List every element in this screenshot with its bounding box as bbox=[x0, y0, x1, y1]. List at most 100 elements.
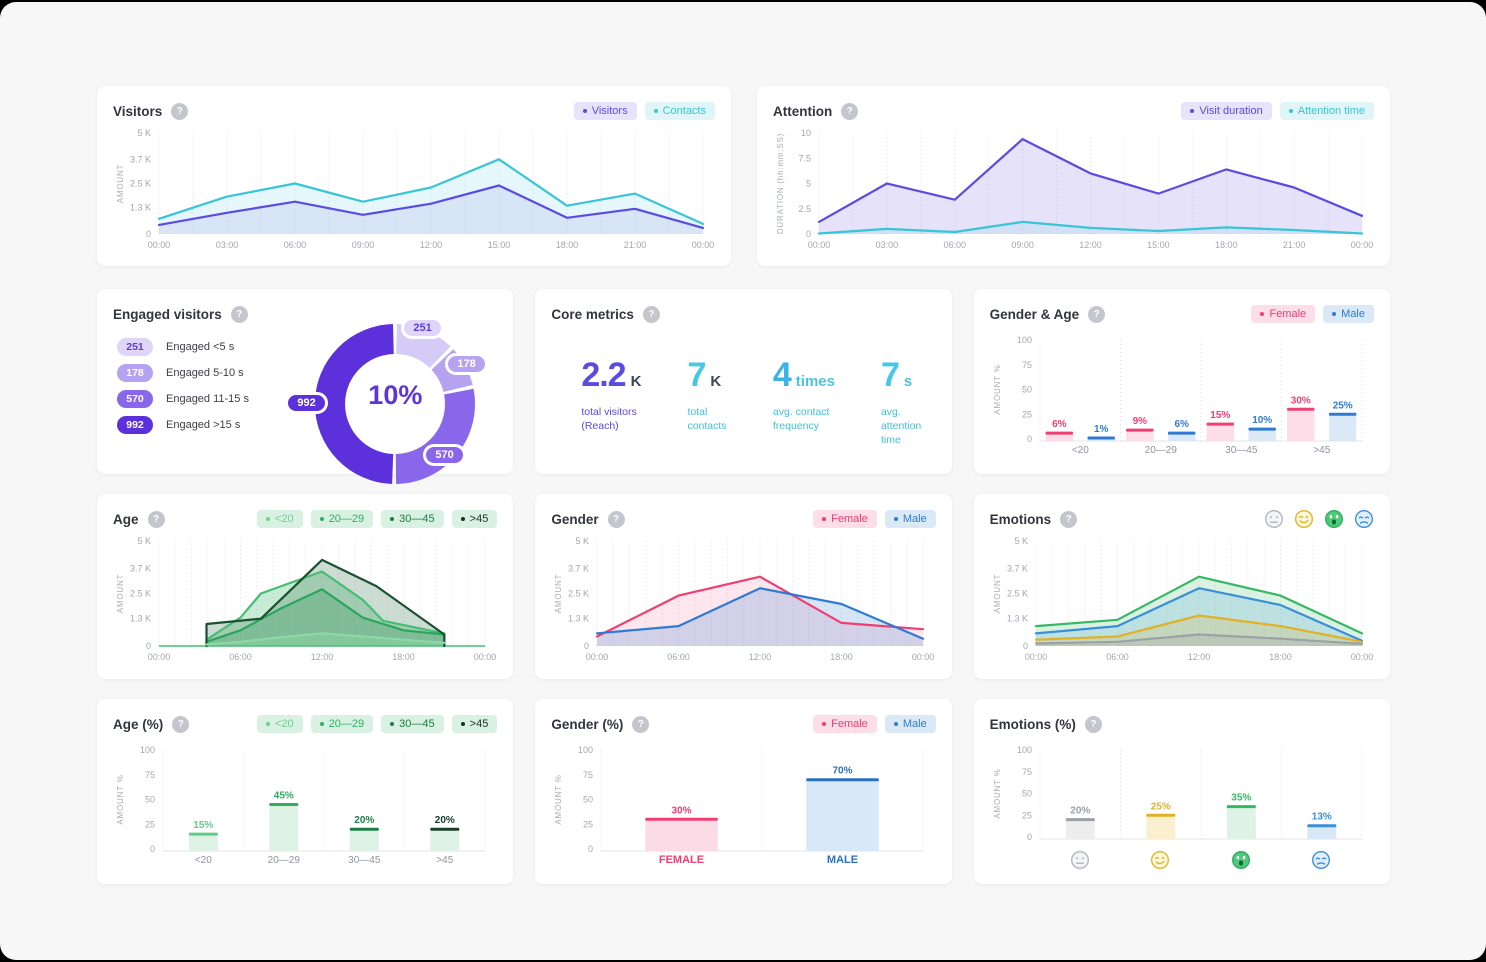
svg-text:2.5 K: 2.5 K bbox=[130, 179, 151, 189]
help-icon[interactable]: ? bbox=[1088, 305, 1106, 323]
visitors-card: Visitors ? Visitors Contacts 0 1.3 K 2.5 K… bbox=[97, 86, 731, 266]
legend-chip-label: Female bbox=[831, 718, 868, 730]
svg-text:70%: 70% bbox=[833, 766, 853, 777]
help-icon[interactable]: ? bbox=[147, 510, 165, 528]
legend-chip-age-20-29[interactable]: 20—29 bbox=[310, 510, 374, 528]
help-icon[interactable]: ? bbox=[230, 305, 248, 323]
legend-dot-icon bbox=[319, 722, 324, 726]
svg-text:5 K: 5 K bbox=[1014, 536, 1028, 546]
emotion-neutral-icon[interactable] bbox=[1264, 509, 1284, 529]
legend-chip-male[interactable]: Male bbox=[884, 715, 936, 733]
metric-label: avg. attention time bbox=[880, 406, 922, 447]
legend-chip-visitors[interactable]: Visitors bbox=[573, 102, 637, 120]
age-title: Age bbox=[113, 511, 139, 527]
help-icon[interactable]: ? bbox=[642, 305, 660, 323]
legend-chip-male[interactable]: Male bbox=[884, 510, 936, 528]
svg-text:0: 0 bbox=[1027, 832, 1032, 842]
help-icon[interactable]: ? bbox=[1060, 510, 1078, 528]
emotion-sad-axis-icon bbox=[1281, 850, 1362, 870]
svg-text:15:00: 15:00 bbox=[488, 240, 511, 250]
engaged-badge: 992 bbox=[117, 416, 153, 434]
svg-text:AMOUNT %: AMOUNT % bbox=[554, 774, 563, 824]
age-card: Age ? <20 20—29 30—45 >45 0 1.3 K 2.5 K 3.7… bbox=[97, 494, 514, 679]
emotions-pct-card: Emotions (%) ? 0 25 50 75 100 AMOUNT % 20% 25% 3… bbox=[973, 699, 1390, 884]
svg-text:AMOUNT: AMOUNT bbox=[554, 574, 563, 613]
svg-text:18:00: 18:00 bbox=[392, 652, 415, 662]
engaged-legend-item: 251 Engaged <5 s bbox=[117, 338, 295, 356]
svg-text:20%: 20% bbox=[435, 815, 455, 826]
legend-chip-female[interactable]: Female bbox=[813, 510, 877, 528]
svg-text:00:00: 00:00 bbox=[808, 240, 831, 250]
engaged-body: 251 Engaged <5 s 178 Engaged 5-10 s 570 Eng… bbox=[113, 317, 497, 488]
legend-chip-age-over45[interactable]: >45 bbox=[451, 510, 498, 528]
svg-text:00:00: 00:00 bbox=[1351, 240, 1374, 250]
svg-text:00:00: 00:00 bbox=[474, 652, 497, 662]
engaged-visitors-card: Engaged visitors ? 251 Engaged <5 s 178 En… bbox=[97, 289, 514, 484]
emotion-happy-icon[interactable] bbox=[1294, 509, 1314, 529]
engaged-label: Engaged >15 s bbox=[166, 419, 241, 431]
svg-text:20%: 20% bbox=[1070, 806, 1090, 817]
emotion-sad-icon[interactable] bbox=[1354, 509, 1374, 529]
visitors-chart: 0 1.3 K 2.5 K 3.7 K 5 K AMOUNT 00:00 03:00 06:00… bbox=[113, 125, 715, 252]
legend-chip-female[interactable]: Female bbox=[813, 715, 877, 733]
svg-text:5 K: 5 K bbox=[137, 128, 151, 138]
svg-text:00:00: 00:00 bbox=[148, 652, 171, 662]
legend-chip-label: >45 bbox=[469, 513, 489, 525]
svg-text:10: 10 bbox=[801, 128, 811, 138]
gender-age-header: Gender & Age ? Female Male bbox=[990, 302, 1374, 326]
svg-text:50: 50 bbox=[145, 795, 155, 805]
svg-text:0: 0 bbox=[146, 229, 151, 239]
emotion-surprised-icon[interactable] bbox=[1324, 509, 1344, 529]
gender-pct-title: Gender (%) bbox=[551, 716, 624, 732]
legend-chip-age-20-29[interactable]: 20—29 bbox=[310, 715, 374, 733]
engaged-legend-item: 178 Engaged 5-10 s bbox=[117, 364, 295, 382]
metric-contact-frequency: 4 times avg. contact frequency bbox=[773, 356, 835, 448]
help-icon[interactable]: ? bbox=[841, 102, 859, 120]
svg-text:00:00: 00:00 bbox=[148, 240, 171, 250]
row-4: Age (%) ? <20 20—29 30—45 >45 0 25 50 75 100… bbox=[97, 699, 1390, 884]
donut-label-570: 570 bbox=[423, 444, 466, 466]
svg-text:03:00: 03:00 bbox=[876, 240, 899, 250]
svg-text:3.7 K: 3.7 K bbox=[130, 563, 151, 573]
legend-chip-visit-duration[interactable]: Visit duration bbox=[1181, 102, 1272, 120]
help-icon[interactable]: ? bbox=[1084, 715, 1102, 733]
legend-chip-male[interactable]: Male bbox=[1323, 305, 1374, 323]
legend-dot-icon bbox=[390, 722, 395, 726]
svg-text:50: 50 bbox=[1022, 789, 1032, 799]
help-icon[interactable]: ? bbox=[171, 102, 189, 120]
metric-value: 4 bbox=[772, 356, 792, 394]
gender-card: Gender ? Female Male 0 1.3 K 2.5 K 3.7 K 5 K… bbox=[535, 494, 952, 679]
svg-text:25: 25 bbox=[583, 819, 593, 829]
visitors-title: Visitors bbox=[113, 103, 163, 119]
svg-text:3.7 K: 3.7 K bbox=[568, 563, 589, 573]
legend-chip-attention-time[interactable]: Attention time bbox=[1279, 102, 1374, 120]
legend-chip-label: Visit duration bbox=[1199, 105, 1263, 117]
svg-text:15%: 15% bbox=[1210, 410, 1230, 421]
svg-text:18:00: 18:00 bbox=[831, 652, 854, 662]
legend-chip-age-30-45[interactable]: 30—45 bbox=[381, 510, 444, 528]
legend-chip-female[interactable]: Female bbox=[1251, 305, 1316, 323]
svg-text:9%: 9% bbox=[1132, 416, 1147, 427]
svg-text:100: 100 bbox=[578, 745, 593, 755]
help-icon[interactable]: ? bbox=[607, 510, 625, 528]
legend-chip-age-over45[interactable]: >45 bbox=[451, 715, 498, 733]
help-icon[interactable]: ? bbox=[632, 715, 650, 733]
engaged-title: Engaged visitors bbox=[113, 306, 222, 322]
svg-text:06:00: 06:00 bbox=[284, 240, 307, 250]
legend-dot-icon bbox=[460, 722, 465, 726]
svg-text:1.3 K: 1.3 K bbox=[568, 614, 589, 624]
svg-text:75: 75 bbox=[583, 770, 593, 780]
legend-chip-age-under20[interactable]: <20 bbox=[257, 715, 303, 733]
legend-chip-age-under20[interactable]: <20 bbox=[257, 510, 303, 528]
svg-text:AMOUNT: AMOUNT bbox=[993, 574, 1002, 613]
age-chart: 0 1.3 K 2.5 K 3.7 K 5 K AMOUNT 00:00 06:00 12:00… bbox=[113, 533, 497, 664]
legend-chip-age-30-45[interactable]: 30—45 bbox=[381, 715, 444, 733]
help-icon[interactable]: ? bbox=[172, 715, 190, 733]
svg-text:25%: 25% bbox=[1150, 801, 1170, 812]
svg-text:18:00: 18:00 bbox=[556, 240, 579, 250]
legend-chip-contacts[interactable]: Contacts bbox=[644, 102, 715, 120]
svg-text:25: 25 bbox=[1022, 409, 1032, 419]
legend-chip-label: Female bbox=[1269, 308, 1307, 320]
svg-text:AMOUNT: AMOUNT bbox=[116, 574, 125, 613]
